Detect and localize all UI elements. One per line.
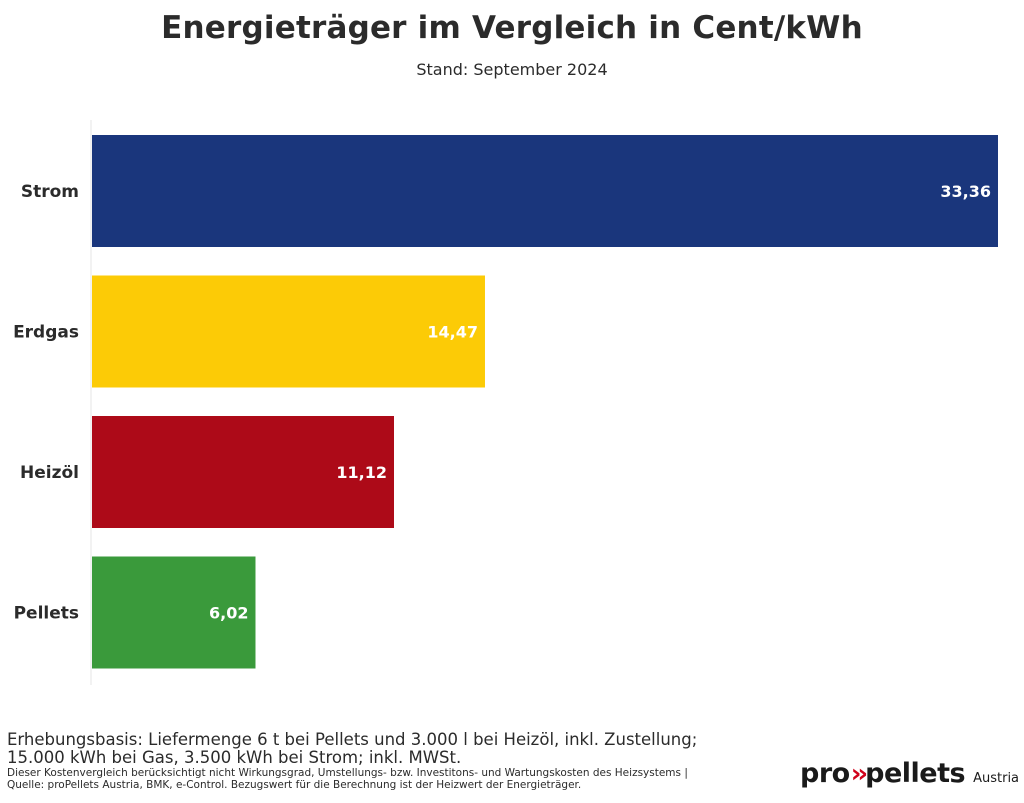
value-label-erdgas: 14,47 <box>427 323 478 342</box>
value-label-pellets: 6,02 <box>209 604 248 623</box>
bar-erdgas <box>92 275 485 388</box>
chart-title: Energieträger im Vergleich in Cent/kWh <box>161 10 863 46</box>
category-label-pellets: Pellets <box>14 604 79 624</box>
value-label-strom: 33,36 <box>940 182 991 201</box>
chart-subtitle: Stand: September 2024 <box>416 60 608 79</box>
propellets-logo: pro ›› pellets Austria <box>800 758 1019 792</box>
bars-group: Strom 33,36 Erdgas 14,47 Heizöl 11,12 Pellets 6… <box>13 135 998 669</box>
source-note-line-2: Quelle: proPellets Austria, BMK, e-Contr… <box>7 779 582 791</box>
bar-pellets <box>92 556 256 669</box>
bar-strom <box>92 135 998 247</box>
bar-chart: Strom 33,36 Erdgas 14,47 Heizöl 11,12 Pellets 6… <box>13 120 998 685</box>
logo-text-austria: Austria <box>973 771 1020 786</box>
survey-basis-line-2: 15.000 kWh bei Gas, 3.500 kWh bei Strom;… <box>7 748 462 767</box>
category-label-strom: Strom <box>21 182 79 202</box>
category-label-heiz-l: Heizöl <box>20 463 79 483</box>
logo-text-pellets: pellets <box>865 758 966 789</box>
logo-chevron-icon: ›› <box>850 759 869 789</box>
logo-text-pro: pro <box>800 758 850 789</box>
value-label-heiz-l: 11,12 <box>336 463 387 482</box>
source-note: Dieser Kostenvergleich berücksichtigt ni… <box>7 767 787 791</box>
category-label-erdgas: Erdgas <box>13 323 79 343</box>
survey-basis-line-1: Erhebungsbasis: Liefermenge 6 t bei Pell… <box>7 730 698 749</box>
survey-basis-note: Erhebungsbasis: Liefermenge 6 t bei Pell… <box>7 731 787 767</box>
bar-heiz-l <box>92 416 394 528</box>
source-note-line-1: Dieser Kostenvergleich berücksichtigt ni… <box>7 767 688 779</box>
